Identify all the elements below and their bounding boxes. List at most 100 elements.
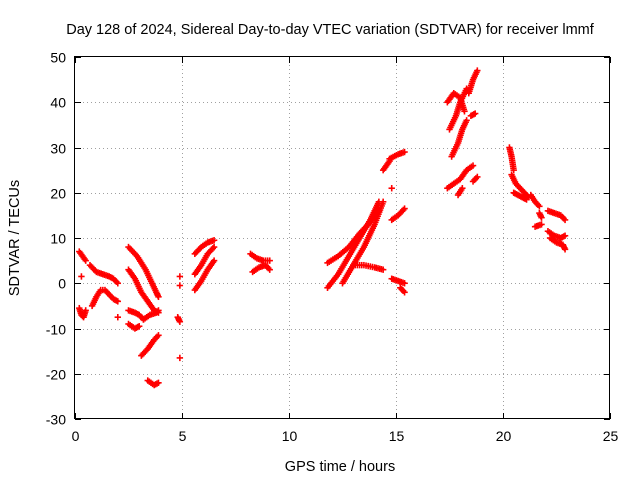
data-segment [546, 234, 569, 253]
data-segment [444, 162, 477, 192]
data-point [155, 293, 162, 301]
data-point [266, 266, 273, 273]
data-point [155, 307, 162, 314]
data-point [388, 185, 395, 192]
data-point [474, 173, 481, 181]
data-point [471, 110, 479, 117]
data-point [78, 273, 85, 280]
data-segment [174, 313, 184, 325]
data-point [155, 379, 162, 386]
data-segment [86, 261, 121, 287]
data-point [474, 67, 481, 74]
data-segment [125, 243, 162, 301]
plot-frame [74, 56, 610, 419]
data-point [176, 282, 184, 289]
data-point [266, 257, 273, 264]
data-segment [247, 250, 273, 264]
data-point [401, 280, 408, 287]
data-segment [144, 377, 162, 389]
axis-ticks [75, 57, 611, 420]
data-segment [397, 284, 408, 296]
data-point [210, 237, 218, 244]
data-point [463, 117, 470, 124]
data-point [82, 257, 89, 264]
data-point [459, 185, 466, 192]
data-segment [350, 261, 387, 273]
data-segment [386, 148, 408, 163]
x-tick-label: 0 [72, 428, 80, 444]
data-segment [448, 117, 470, 160]
data-point [82, 307, 89, 314]
data-segment [125, 320, 143, 332]
data-point [154, 308, 161, 315]
tick-labels: 0 5 10 15 20 25 -30 -20 -10 0 10 20 30 40 50 [46, 50, 619, 445]
data-segment [125, 307, 147, 323]
data-segment [176, 282, 184, 289]
data-point [379, 198, 387, 205]
data-point [538, 221, 545, 228]
data-segment [469, 173, 481, 185]
data-point [461, 108, 468, 115]
data-point [379, 266, 387, 273]
data-segment [531, 221, 545, 230]
data-segment [191, 243, 218, 278]
data-segment [78, 273, 85, 280]
data-point [136, 323, 143, 330]
y-tick-label: 30 [50, 141, 66, 157]
y-tick-label: -10 [46, 322, 66, 338]
x-tick-label: 25 [603, 428, 619, 444]
data-point [114, 313, 121, 321]
data-segment [510, 189, 530, 203]
data-point [210, 243, 218, 251]
data-point [114, 298, 121, 305]
data-point [469, 162, 477, 169]
data-segment [114, 313, 121, 321]
data-series [76, 67, 569, 389]
data-segment [138, 332, 162, 359]
data-segment [544, 207, 569, 224]
data-point [510, 166, 517, 174]
y-tick-label: -20 [46, 367, 66, 383]
data-point [536, 203, 543, 210]
data-segment [454, 185, 466, 199]
data-point [401, 205, 408, 212]
y-tick-label: 0 [58, 276, 66, 292]
data-point [401, 289, 408, 296]
data-segment [191, 237, 218, 258]
x-tick-label: 15 [389, 428, 405, 444]
y-tick-label: 50 [50, 50, 66, 66]
data-point [523, 196, 530, 203]
data-point [561, 246, 569, 253]
data-segment [465, 67, 481, 97]
data-segment [388, 205, 408, 224]
y-tick-label: 40 [50, 95, 66, 111]
data-point [561, 232, 569, 239]
y-axis-label: SDTVAR / TECUs [7, 180, 23, 296]
data-segment [88, 286, 121, 310]
data-point [176, 318, 184, 325]
data-segment [544, 228, 569, 242]
data-segment [324, 198, 383, 291]
data-point [538, 214, 545, 221]
x-tick-label: 10 [282, 428, 298, 444]
chart-title: Day 128 of 2024, Sidereal Day-to-day VTE… [66, 22, 595, 38]
y-tick-label: 20 [50, 186, 66, 202]
data-segment [249, 261, 273, 276]
data-point [210, 257, 218, 264]
data-segment [176, 354, 184, 362]
data-segment [339, 198, 387, 287]
x-axis-label: GPS time / hours [285, 459, 395, 475]
data-point [114, 280, 121, 287]
data-segment [467, 110, 479, 120]
data-segment [125, 266, 162, 316]
data-segment [76, 304, 89, 321]
data-segment [527, 191, 543, 210]
data-point [176, 354, 184, 362]
data-point [561, 216, 569, 224]
data-segment [140, 307, 162, 323]
y-tick-label: 10 [50, 231, 66, 247]
data-point [176, 273, 184, 280]
data-segment [76, 248, 89, 264]
data-point [155, 332, 162, 339]
